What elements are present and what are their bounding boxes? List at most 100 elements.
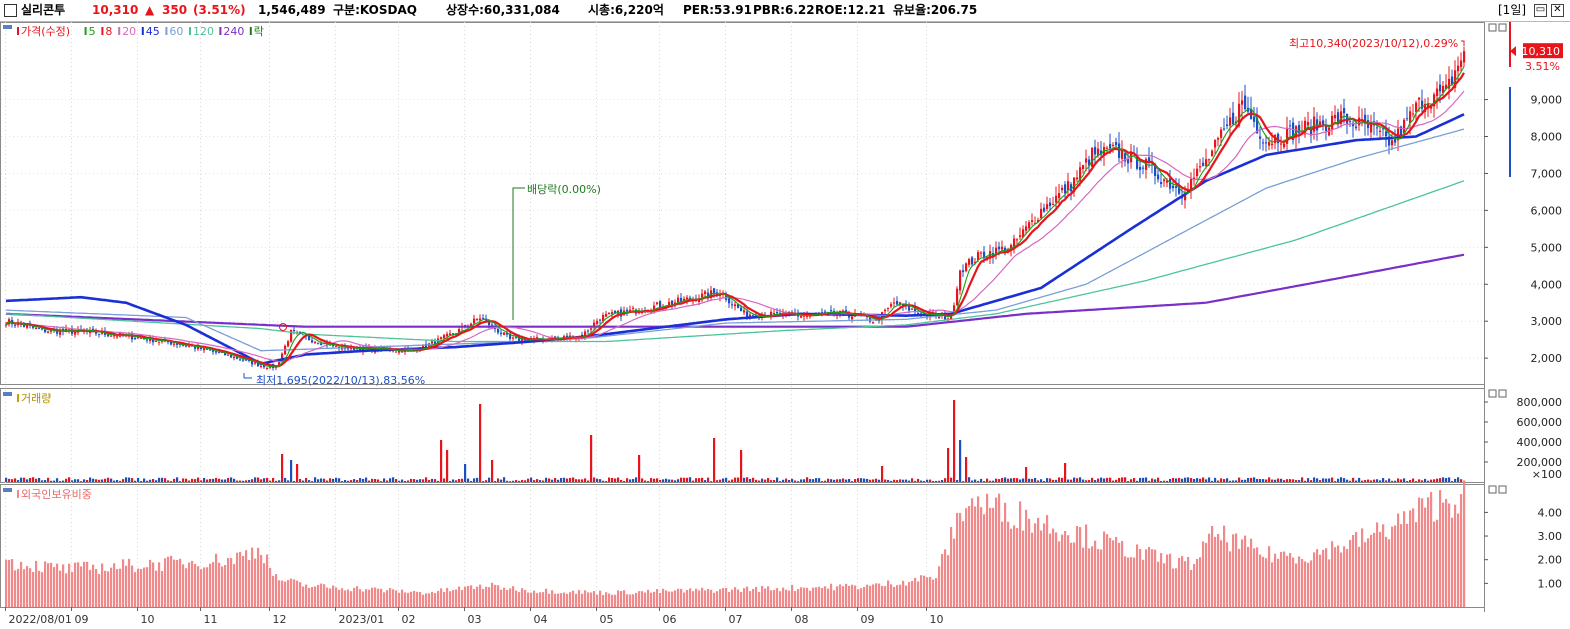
volume-bar (1040, 479, 1043, 482)
volume-bar (1211, 480, 1214, 482)
foreign-ratio-bar (650, 592, 653, 607)
volume-bar (1358, 477, 1361, 482)
candle-body (155, 341, 158, 343)
foreign-ratio-bar (1259, 554, 1262, 607)
candle-body (194, 346, 197, 349)
candle-body (998, 246, 1001, 250)
foreign-ratio-bar (1007, 521, 1010, 607)
candle-body (1058, 193, 1061, 199)
volume-bar (530, 477, 533, 482)
foreign-ratio-bar (581, 593, 584, 607)
volume-bar (1376, 479, 1379, 482)
foreign-ratio-bar (113, 563, 116, 607)
volume-bar (1142, 477, 1145, 482)
candle-body (770, 311, 773, 317)
volume-bar (1181, 478, 1184, 482)
candle-body (1139, 166, 1142, 170)
volume-bar (539, 480, 542, 482)
foreign-ratio-bar (1283, 551, 1286, 607)
foreign-ratio-bar (821, 587, 824, 607)
volume-bar (590, 435, 593, 482)
foreign-ratio-bar (656, 589, 659, 607)
foreign-ratio-bar (470, 585, 473, 607)
candle-body (41, 328, 44, 330)
volume-bar (290, 460, 293, 482)
volume-bar (485, 480, 488, 482)
candle-body (1394, 138, 1397, 143)
foreign-ratio-bar (248, 560, 251, 607)
stock-chart[interactable]: 최고10,340(2023/10/12),0.29% 최저1,695(2022/1… (0, 22, 1570, 629)
foreign-ratio-bar (458, 586, 461, 607)
market-type: 구분:KOSDAQ (333, 3, 417, 17)
candle-body (653, 305, 656, 312)
x-tick-label: 10 (930, 613, 944, 626)
foreign-ratio-bar (500, 589, 503, 607)
volume-bar (461, 478, 464, 482)
volume-bar (851, 481, 854, 483)
foreign-ratio-bar (1190, 569, 1193, 607)
volume-bar (695, 478, 698, 482)
foreign-ratio-bar (602, 594, 605, 607)
candle-body (236, 356, 239, 359)
legend-ma120-swatch (189, 27, 191, 35)
volume-bar (701, 477, 704, 482)
volume-bar (563, 477, 566, 482)
foreign-ratio-bar (1373, 532, 1376, 607)
period-selector[interactable]: [1일] (1498, 3, 1527, 17)
volume-bar (1025, 467, 1028, 482)
foreign-ratio-bar (1238, 548, 1241, 607)
window-close-icon[interactable]: ✕ (1551, 4, 1564, 17)
header-checkbox[interactable] (4, 4, 17, 17)
foreign-ratio-bar (824, 586, 827, 607)
volume-bar (11, 479, 14, 482)
candle-body (245, 359, 248, 361)
foreign-ratio-bar (854, 585, 857, 607)
volume-bar (92, 478, 95, 482)
foreign-ratio-bar (1355, 531, 1358, 607)
volume-bar (722, 478, 725, 482)
volume-bar (1208, 477, 1211, 482)
foreign-ratio-bar (1049, 533, 1052, 607)
volume-bar (1244, 479, 1247, 482)
foreign-ratio-bar (626, 594, 629, 607)
volume-bar (8, 478, 11, 482)
foreign-ratio-bar (725, 588, 728, 607)
panel-handle-icon (3, 25, 12, 29)
foreign-ratio-bar (584, 590, 587, 607)
volume-bar (872, 479, 875, 482)
window-minimize-icon[interactable]: ▭ (1534, 4, 1547, 17)
foreign-ratio-bar (152, 562, 155, 607)
volume-bar (476, 477, 479, 482)
legend-ma120: 120 (193, 25, 214, 38)
volume-bar (719, 479, 722, 482)
foreign-ratio-bar (593, 591, 596, 607)
volume-bar (1427, 480, 1430, 482)
candle-body (107, 334, 110, 337)
foreign-ratio-bar (911, 580, 914, 607)
foreign-ratio-bar (356, 586, 359, 607)
foreign-ratio-bar (767, 586, 770, 607)
volume-bar (1421, 480, 1424, 482)
candle-body (1277, 133, 1280, 144)
candle-body (425, 343, 428, 348)
foreign-ratio-bar (1358, 546, 1361, 607)
candle-body (1154, 163, 1157, 176)
volume-bar (1247, 477, 1250, 482)
candle-body (1217, 137, 1220, 140)
candle-body (1430, 106, 1433, 109)
volume-bar (1271, 479, 1274, 482)
volume-bar (437, 480, 440, 482)
volume-bar (965, 457, 968, 482)
candle-body (1220, 129, 1223, 138)
foreign-ratio-bar (1112, 540, 1115, 607)
foreign-ratio-bar (326, 587, 329, 607)
foreign-ratio-bar (110, 567, 113, 607)
foreign-ratio-bar (1295, 563, 1298, 607)
foreign-ratio-bar (482, 588, 485, 607)
volume-bar (113, 480, 116, 482)
candle-body (1079, 167, 1082, 182)
volume-bar (767, 478, 770, 482)
foreign-ratio-bar (1388, 539, 1391, 607)
volume-bar (1364, 480, 1367, 482)
candle-body (1214, 139, 1217, 148)
